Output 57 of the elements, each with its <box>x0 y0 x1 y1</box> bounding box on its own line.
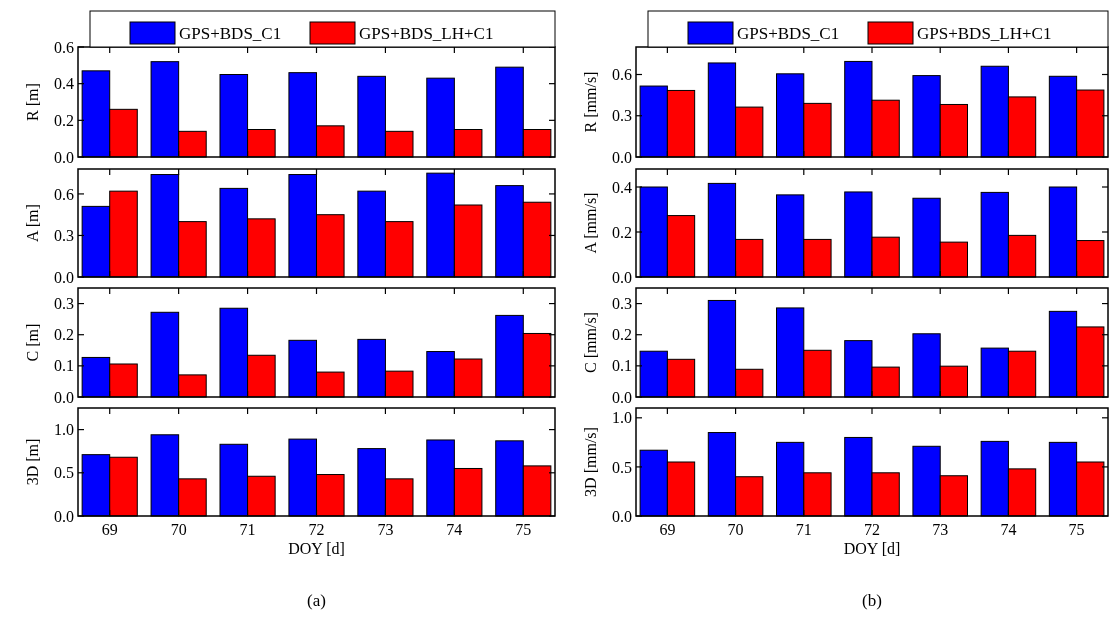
y-tick-label: 0.1 <box>612 357 632 375</box>
y-tick-label: 1.0 <box>612 409 632 427</box>
legend-label: GPS+BDS_C1 <box>737 24 840 43</box>
y-tick-label: 0.0 <box>612 268 632 286</box>
x-tick-label: 75 <box>1068 521 1085 538</box>
x-axis-title: DOY [d] <box>843 540 901 557</box>
legend-label: GPS+BDS_LH+C1 <box>359 24 494 43</box>
x-tick-label: 74 <box>1000 521 1017 538</box>
text: (b) <box>862 591 882 610</box>
y-tick-label: 0.2 <box>54 111 74 129</box>
x-tick-label: 72 <box>864 521 880 538</box>
y-axis-title: 3D [mm/s] <box>582 427 599 497</box>
x-tick-label: 72 <box>308 521 325 538</box>
y-axis-title: R [mm/s] <box>582 71 599 133</box>
x-tick-label: 74 <box>446 521 463 538</box>
y-tick-label: 0.3 <box>54 227 74 245</box>
x-axis-title: DOY [d] <box>288 540 345 557</box>
x-tick-label: 69 <box>659 521 676 538</box>
y-tick-label: 0.6 <box>54 185 74 203</box>
x-tick-label: 70 <box>727 521 744 538</box>
y-tick-label: 0.4 <box>612 178 632 196</box>
legend-label: GPS+BDS_C1 <box>179 24 282 43</box>
y-tick-label: 0.2 <box>612 326 632 344</box>
y-tick-label: 0.0 <box>54 507 74 525</box>
y-tick-label: 0.0 <box>612 507 632 525</box>
y-axis-title: C [mm/s] <box>582 312 599 373</box>
y-axis-title: 3D [m] <box>24 438 41 486</box>
y-tick-label: 0.0 <box>54 388 74 406</box>
y-tick-label: 0.6 <box>612 66 632 84</box>
y-tick-label: 0.5 <box>54 464 74 482</box>
legend-label: GPS+BDS_LH+C1 <box>917 24 1052 43</box>
y-tick-label: 0.0 <box>54 148 74 166</box>
y-tick-label: 1.0 <box>54 421 74 439</box>
x-tick-label: 70 <box>170 521 187 538</box>
x-tick-label: 71 <box>239 521 256 538</box>
x-tick-label: 71 <box>795 521 812 538</box>
x-tick-label: 73 <box>932 521 949 538</box>
y-tick-label: 0.1 <box>54 357 74 375</box>
y-tick-label: 0.5 <box>612 458 632 476</box>
y-axis-title: A [m] <box>24 204 41 242</box>
y-axis-title: A [mm/s] <box>582 192 599 254</box>
y-tick-label: 0.0 <box>54 268 74 286</box>
y-tick-label: 0.0 <box>612 148 632 166</box>
text: (a) <box>307 591 326 610</box>
y-tick-label: 0.4 <box>54 75 74 93</box>
y-axis-title: C [m] <box>24 323 41 362</box>
x-tick-label: 75 <box>515 521 532 538</box>
y-axis-title: R [m] <box>24 83 41 121</box>
y-tick-label: 0.3 <box>612 295 632 313</box>
y-tick-label: 0.2 <box>612 223 632 241</box>
y-tick-label: 0.6 <box>54 38 74 56</box>
y-tick-label: 0.2 <box>54 326 74 344</box>
y-tick-label: 0.3 <box>54 295 74 313</box>
x-tick-label: 73 <box>377 521 394 538</box>
y-tick-label: 0.3 <box>612 107 632 125</box>
x-tick-label: 69 <box>101 521 118 538</box>
y-tick-label: 0.0 <box>612 388 632 406</box>
